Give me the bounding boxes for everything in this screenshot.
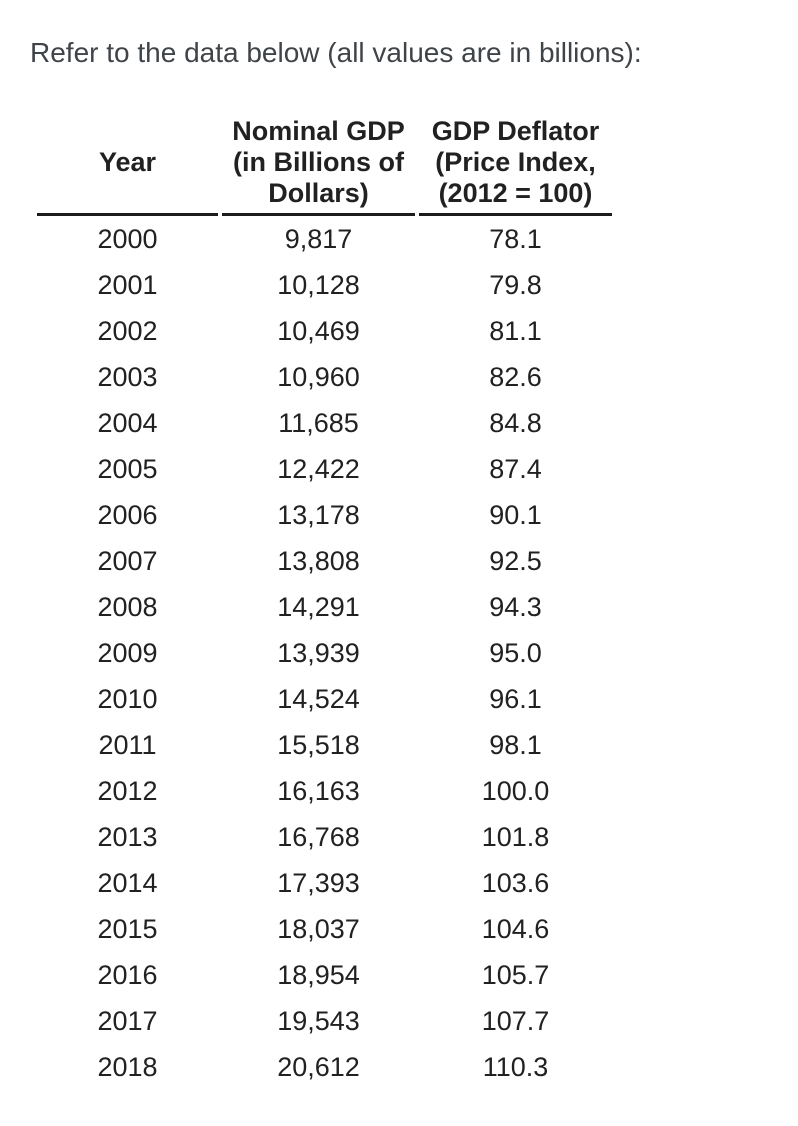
cell-year: 2017 <box>97 1005 158 1036</box>
cell-nominal_gdp: 18,037 <box>277 913 360 944</box>
cell-gdp_deflator: 84.8 <box>489 407 542 438</box>
cell-year: 2009 <box>97 637 158 668</box>
gdp-data-table: Year Nominal GDP (in Billions of Dollars… <box>33 116 616 1090</box>
cell-gdp_deflator: 78.1 <box>489 223 542 254</box>
table-row: 2013 16,768 101.8 <box>37 814 612 860</box>
table-row: 2011 15,518 98.1 <box>37 722 612 768</box>
cell-year: 2016 <box>97 959 158 990</box>
column-header-gdp-deflator: GDP Deflator (Price Index, (2012 = 100) <box>419 116 612 216</box>
cell-year: 2015 <box>97 913 158 944</box>
cell-year: 2018 <box>97 1051 158 1082</box>
cell-nominal_gdp: 11,685 <box>278 407 359 438</box>
cell-year: 2010 <box>97 683 158 714</box>
column-header-year: Year <box>37 116 218 216</box>
table-row: 2018 20,612 110.3 <box>37 1044 612 1090</box>
cell-gdp_deflator: 96.1 <box>489 683 542 714</box>
cell-gdp_deflator: 92.5 <box>489 545 542 576</box>
table-row: 2006 13,178 90.1 <box>37 492 612 538</box>
question-page: Refer to the data below (all values are … <box>0 36 798 1090</box>
cell-gdp_deflator: 87.4 <box>489 453 542 484</box>
cell-year: 2004 <box>97 407 158 438</box>
table-row: 2016 18,954 105.7 <box>37 952 612 998</box>
cell-nominal_gdp: 13,178 <box>277 499 360 530</box>
table-row: 2008 14,291 94.3 <box>37 584 612 630</box>
cell-year: 2011 <box>98 729 157 760</box>
cell-gdp_deflator: 100.0 <box>481 775 550 806</box>
cell-nominal_gdp: 15,518 <box>277 729 360 760</box>
cell-nominal_gdp: 14,291 <box>277 591 360 622</box>
column-header-nominal-gdp: Nominal GDP (in Billions of Dollars) <box>222 116 415 216</box>
table-row: 2000 9,817 78.1 <box>37 216 612 262</box>
table-body: 2000 9,817 78.1 2001 10,128 79.8 2002 10,469 81.… <box>37 216 612 1090</box>
cell-gdp_deflator: 98.1 <box>489 729 542 760</box>
table-header-row: Year Nominal GDP (in Billions of Dollars… <box>37 116 612 216</box>
cell-gdp_deflator: 82.6 <box>489 361 542 392</box>
cell-gdp_deflator: 103.6 <box>481 867 550 898</box>
table-row: 2012 16,163 100.0 <box>37 768 612 814</box>
table-row: 2005 12,422 87.4 <box>37 446 612 492</box>
cell-gdp_deflator: 107.7 <box>481 1005 550 1036</box>
cell-nominal_gdp: 18,954 <box>277 959 360 990</box>
cell-gdp_deflator: 104.6 <box>481 913 550 944</box>
cell-year: 2014 <box>97 867 158 898</box>
cell-year: 2007 <box>97 545 158 576</box>
table-row: 2015 18,037 104.6 <box>37 906 612 952</box>
cell-nominal_gdp: 9,817 <box>284 223 353 254</box>
cell-nominal_gdp: 14,524 <box>277 683 360 714</box>
cell-gdp_deflator: 79.8 <box>489 269 542 300</box>
cell-year: 2012 <box>97 775 158 806</box>
cell-gdp_deflator: 94.3 <box>489 591 542 622</box>
cell-gdp_deflator: 101.8 <box>481 821 550 852</box>
table-header: Year Nominal GDP (in Billions of Dollars… <box>37 116 612 216</box>
cell-gdp_deflator: 95.0 <box>489 637 542 668</box>
table-row: 2017 19,543 107.7 <box>37 998 612 1044</box>
cell-nominal_gdp: 12,422 <box>277 453 360 484</box>
cell-gdp_deflator: 90.1 <box>489 499 542 530</box>
table-row: 2009 13,939 95.0 <box>37 630 612 676</box>
table-row: 2003 10,960 82.6 <box>37 354 612 400</box>
table-row: 2001 10,128 79.8 <box>37 262 612 308</box>
cell-gdp_deflator: 81.1 <box>489 315 542 346</box>
cell-nominal_gdp: 13,808 <box>277 545 360 576</box>
cell-nominal_gdp: 16,163 <box>277 775 360 806</box>
cell-nominal_gdp: 10,469 <box>277 315 360 346</box>
cell-nominal_gdp: 10,128 <box>277 269 360 300</box>
table-row: 2014 17,393 103.6 <box>37 860 612 906</box>
cell-year: 2008 <box>97 591 158 622</box>
cell-year: 2001 <box>97 269 158 300</box>
cell-year: 2003 <box>97 361 158 392</box>
cell-year: 2000 <box>97 223 158 254</box>
intro-text: Refer to the data below (all values are … <box>30 37 642 68</box>
cell-nominal_gdp: 13,939 <box>277 637 360 668</box>
table-row: 2010 14,524 96.1 <box>37 676 612 722</box>
cell-nominal_gdp: 10,960 <box>277 361 360 392</box>
cell-year: 2006 <box>97 499 158 530</box>
cell-nominal_gdp: 16,768 <box>277 821 360 852</box>
table-row: 2007 13,808 92.5 <box>37 538 612 584</box>
cell-year: 2005 <box>97 453 158 484</box>
cell-gdp_deflator: 105.7 <box>481 959 550 990</box>
cell-nominal_gdp: 19,543 <box>277 1005 360 1036</box>
cell-year: 2002 <box>97 315 158 346</box>
table-row: 2002 10,469 81.1 <box>37 308 612 354</box>
cell-nominal_gdp: 20,612 <box>277 1051 360 1082</box>
cell-gdp_deflator: 110.3 <box>482 1051 549 1082</box>
table-row: 2004 11,685 84.8 <box>37 400 612 446</box>
cell-nominal_gdp: 17,393 <box>277 867 360 898</box>
cell-year: 2013 <box>97 821 158 852</box>
